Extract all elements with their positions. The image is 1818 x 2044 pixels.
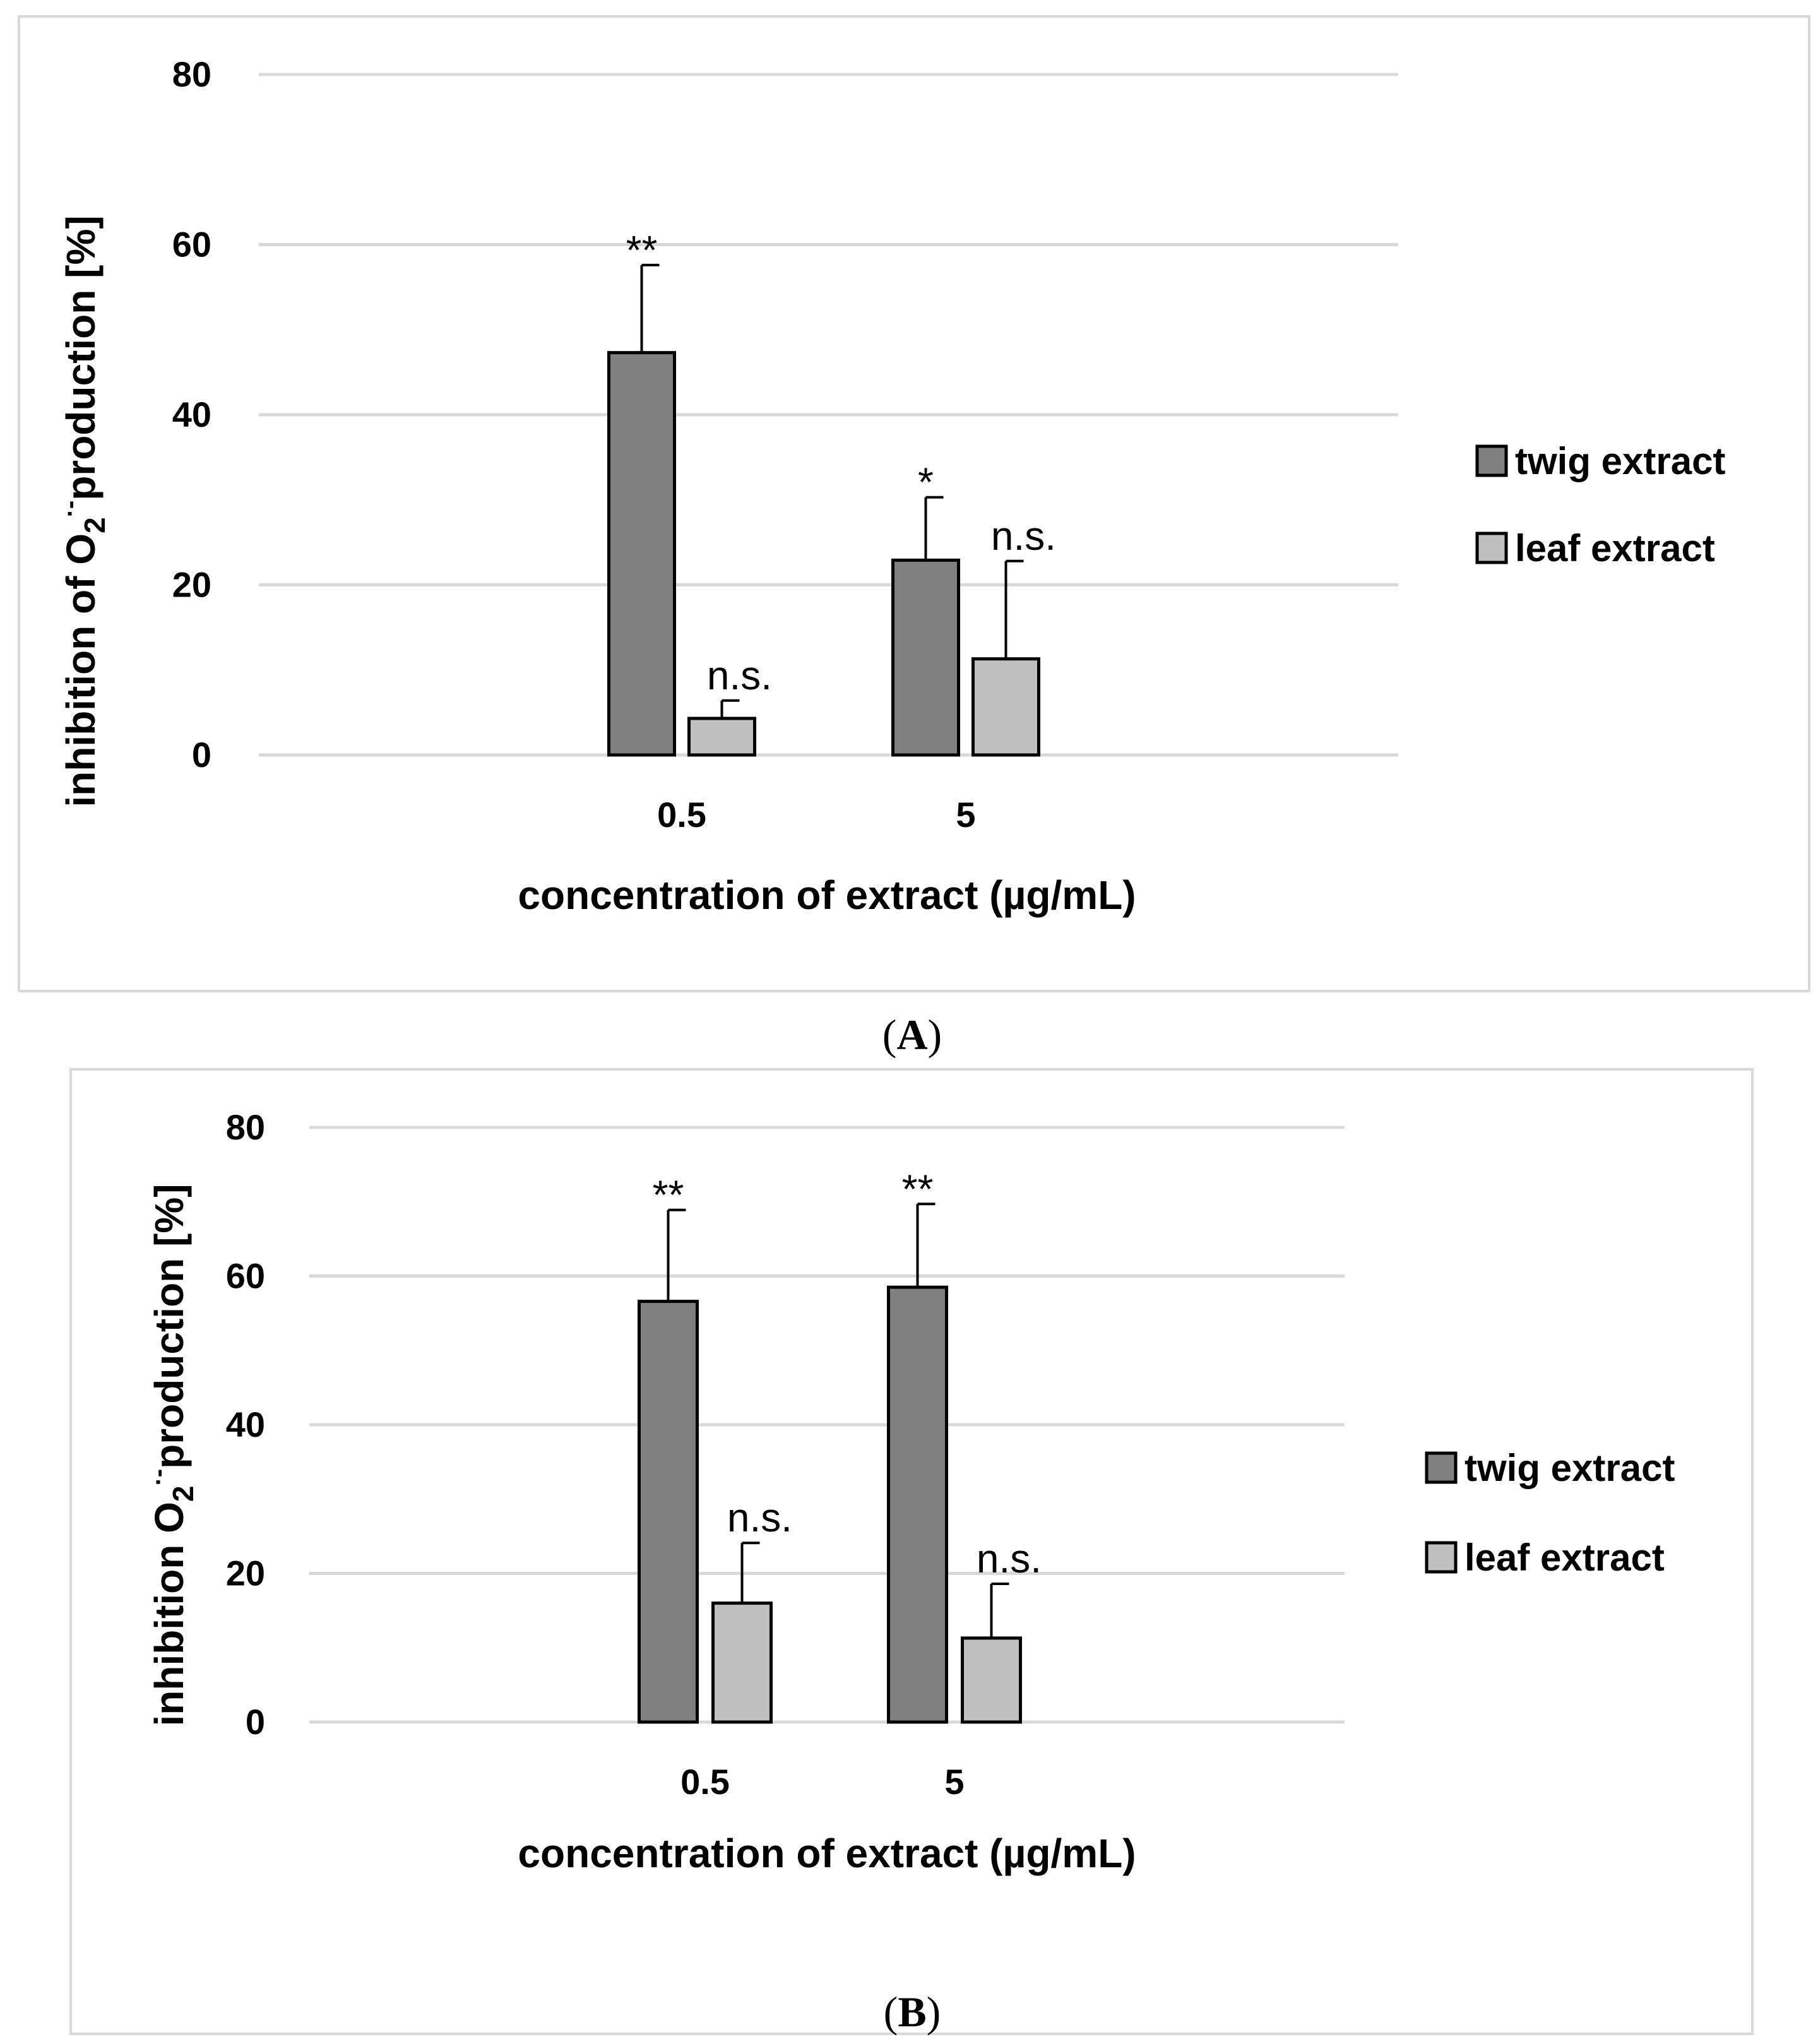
panel-a-frame — [18, 15, 1810, 992]
panel-a-bar-leaf-5 — [971, 657, 1040, 757]
panel-a-significance-label: n.s. — [707, 653, 772, 698]
panel-label-b: (B) — [883, 1988, 941, 2036]
panel-b-y-tick-label: 0 — [246, 1702, 265, 1742]
panel-b-y-tick-label: 20 — [226, 1554, 265, 1593]
panel-b-significance-label: ** — [653, 1172, 684, 1218]
panel-b-legend-swatch-leaf — [1425, 1541, 1458, 1574]
panel-a-legend-label-leaf: leaf extract — [1515, 527, 1715, 569]
panel-b-significance-label: ** — [902, 1166, 934, 1211]
panel-a-y-axis-title: inhibition of O2·-production [%] — [56, 215, 111, 807]
panel-a-bar-twig-5 — [891, 558, 960, 757]
panel-a-x-tick-label: 0.5 — [657, 795, 706, 835]
panel-a-y-tick-label: 60 — [172, 225, 211, 264]
panel-b-bar-leaf-0-5 — [711, 1601, 773, 1724]
panel-a-y-tick-label: 40 — [172, 395, 211, 434]
panel-a-y-tick-label: 20 — [172, 565, 211, 605]
panel-b-legend-label-leaf: leaf extract — [1464, 1536, 1665, 1579]
chart-panel-b: 0 20 40 60 80 ** n.s. 0.5 ** n.s. 5 concentration o… — [145, 1107, 1675, 1876]
panel-b-bar-twig-0-5 — [638, 1300, 699, 1724]
panel-a-y-tick-label: 0 — [192, 735, 211, 775]
panel-a-legend-swatch-twig — [1475, 444, 1508, 477]
panel-a-significance-label: * — [918, 460, 934, 505]
panel-b-bar-leaf-5 — [961, 1636, 1022, 1724]
panel-b-y-axis-title: inhibition O2·-production [%] — [145, 1184, 199, 1726]
panel-b-legend-swatch-twig — [1425, 1451, 1458, 1484]
panel-a-legend-swatch-leaf — [1475, 532, 1508, 564]
panel-a-significance-label: ** — [626, 227, 658, 273]
panel-a-x-tick-label: 5 — [956, 795, 975, 835]
panel-a-bar-leaf-0-5 — [687, 716, 756, 757]
panel-b-x-tick-label: 5 — [944, 1762, 964, 1802]
chart-panel-a: 0 20 40 60 80 ** n.s. 0.5 * n.s. 5 concentration of… — [56, 54, 1725, 918]
panel-b-significance-label: n.s. — [977, 1536, 1042, 1581]
panel-b-significance-label: n.s. — [727, 1495, 792, 1540]
panel-b-y-tick-label: 60 — [226, 1256, 265, 1296]
panel-a-significance-label: n.s. — [991, 513, 1056, 559]
panel-a-bar-twig-0-5 — [607, 351, 676, 757]
panel-b-x-axis-title: concentration of extract (µg/mL) — [518, 1831, 1136, 1876]
panel-b-legend-label-twig: twig extract — [1464, 1447, 1675, 1489]
panel-a-y-tick-label: 80 — [172, 54, 211, 94]
panel-label-a: (A) — [882, 1011, 942, 1059]
panel-b-x-tick-label: 0.5 — [680, 1762, 730, 1802]
panel-b-y-tick-label: 80 — [226, 1107, 265, 1147]
panel-b-y-tick-label: 40 — [226, 1405, 265, 1444]
panel-a-legend-label-twig: twig extract — [1515, 440, 1725, 482]
panel-a-x-axis-title: concentration of extract (µg/mL) — [518, 872, 1136, 918]
panel-b-bar-twig-5 — [887, 1285, 948, 1724]
